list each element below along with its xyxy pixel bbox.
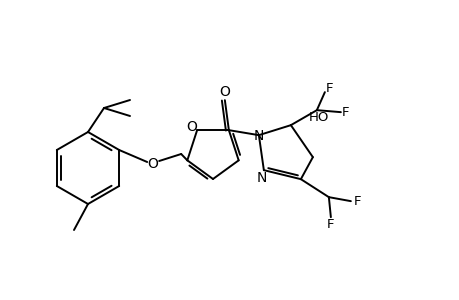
Text: F: F bbox=[341, 106, 349, 119]
Text: O: O bbox=[147, 157, 158, 171]
Text: N: N bbox=[256, 171, 267, 185]
Text: F: F bbox=[325, 82, 333, 95]
Text: F: F bbox=[326, 218, 334, 231]
Text: O: O bbox=[186, 120, 197, 134]
Text: O: O bbox=[219, 85, 230, 99]
Text: F: F bbox=[353, 195, 361, 208]
Text: HO: HO bbox=[308, 111, 329, 124]
Text: N: N bbox=[253, 129, 263, 143]
